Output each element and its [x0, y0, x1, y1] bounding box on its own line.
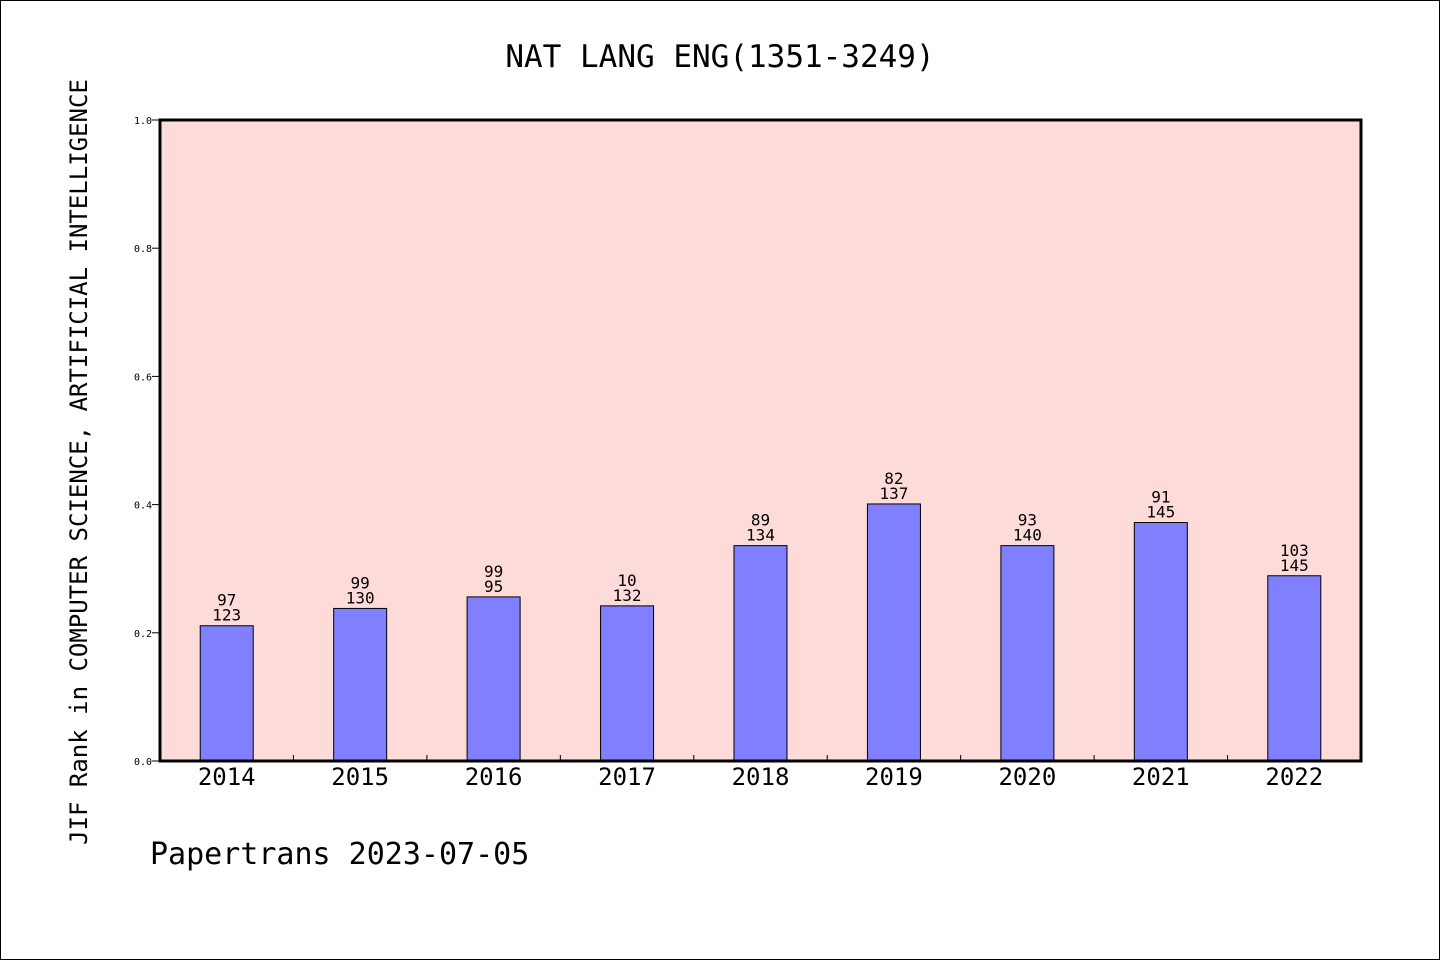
x-tick-label: 2018	[732, 763, 790, 791]
x-tick-label: 2017	[598, 763, 656, 791]
bar	[1133, 522, 1188, 762]
bar-label-rank: 91	[1151, 488, 1170, 507]
bar-label-rank: 103	[1280, 541, 1309, 560]
bar-label-rank: 10	[617, 571, 636, 590]
y-tick-label: 0.6	[134, 372, 152, 383]
y-axis: 0.0 0.2 0.4 0.6 0.8 1.0	[134, 116, 160, 768]
x-tick-label: 2022	[1265, 763, 1323, 791]
x-axis: 2014 2015 2016 2017 2018 2019 2020 2021 2022	[198, 755, 1323, 791]
plot-border	[158, 118, 1363, 763]
bar	[1000, 545, 1055, 762]
bar	[866, 503, 921, 762]
bar-label-total: 137	[879, 484, 908, 503]
bar-label-total: 140	[1013, 526, 1042, 545]
bar-label-rank: 99	[351, 573, 370, 592]
bar-label-total: 132	[613, 586, 642, 605]
y-tick-label: 0.0	[134, 757, 152, 768]
bar-label-rank: 93	[1018, 511, 1037, 530]
y-tick-label: 1.0	[134, 116, 152, 127]
bar-label-rank: 89	[751, 511, 770, 530]
bar-label-total: 123	[212, 606, 241, 625]
bar-label-rank: 97	[217, 591, 236, 610]
bar	[1267, 575, 1322, 762]
x-tick-label: 2016	[465, 763, 523, 791]
bar	[600, 605, 655, 762]
bar-label-rank: 99	[484, 562, 503, 581]
chart-title: NAT LANG ENG(1351-3249)	[505, 39, 934, 75]
footer-credit: Papertrans 2023-07-05	[150, 837, 529, 872]
y-tick-label: 0.2	[134, 629, 152, 640]
y-tick-label: 0.8	[134, 244, 152, 255]
bar-label-total: 134	[746, 526, 775, 545]
x-tick-label: 2014	[198, 763, 256, 791]
x-tick-label: 2019	[865, 763, 923, 791]
bar	[733, 545, 788, 762]
x-tick-label: 2020	[998, 763, 1056, 791]
x-tick-label: 2015	[331, 763, 389, 791]
x-tick-label: 2021	[1132, 763, 1190, 791]
bar	[199, 625, 254, 762]
bar-label-total: 145	[1146, 503, 1175, 522]
bar-label-total: 95	[484, 577, 503, 596]
y-tick-label: 0.4	[134, 501, 152, 512]
y-axis-label: JIF Rank in COMPUTER SCIENCE, ARTIFICIAL…	[65, 79, 93, 845]
bar	[333, 607, 388, 762]
bar-label-total: 145	[1280, 556, 1309, 575]
bar-label-rank: 82	[884, 469, 903, 488]
bar-label-total: 130	[346, 588, 375, 607]
bar	[466, 596, 521, 762]
